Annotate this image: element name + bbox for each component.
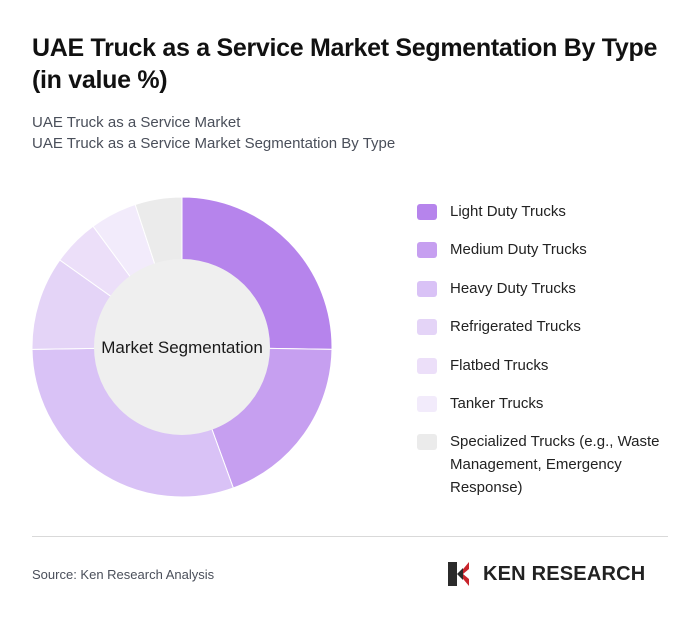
legend-swatch <box>417 319 437 335</box>
chart-subtitle-1: UAE Truck as a Service Market <box>32 114 241 131</box>
legend-label: Specialized Trucks (e.g., Waste Manageme… <box>450 433 660 496</box>
center-label: Market Segmentation <box>101 338 263 357</box>
legend-label: Light Duty Trucks <box>450 203 566 220</box>
legend-label: Heavy Duty Trucks <box>450 280 576 297</box>
legend-label: Medium Duty Trucks <box>450 241 587 258</box>
footer-divider <box>32 536 668 537</box>
chart-title: UAE Truck as a Service Market Segmentati… <box>32 34 658 94</box>
legend-swatch <box>417 242 437 258</box>
legend-label: Tanker Trucks <box>450 395 544 412</box>
legend-swatch <box>417 396 437 412</box>
logo-mark-icon <box>448 562 469 586</box>
donut-center <box>94 259 270 435</box>
legend-label: Flatbed Trucks <box>450 357 549 374</box>
legend-label: Refrigerated Trucks <box>450 318 581 335</box>
legend-swatch <box>417 434 437 450</box>
logo-wordmark: KEN RESEARCH <box>483 563 646 585</box>
legend-swatch <box>417 281 437 297</box>
source-note: Source: Ken Research Analysis <box>32 567 215 582</box>
chart-subtitle-2: UAE Truck as a Service Market Segmentati… <box>32 135 396 152</box>
legend-swatch <box>417 204 437 220</box>
legend-swatch <box>417 358 437 374</box>
donut-chart: Market Segmentation <box>31 196 333 498</box>
ken-research-logo: KEN RESEARCH <box>447 560 672 588</box>
